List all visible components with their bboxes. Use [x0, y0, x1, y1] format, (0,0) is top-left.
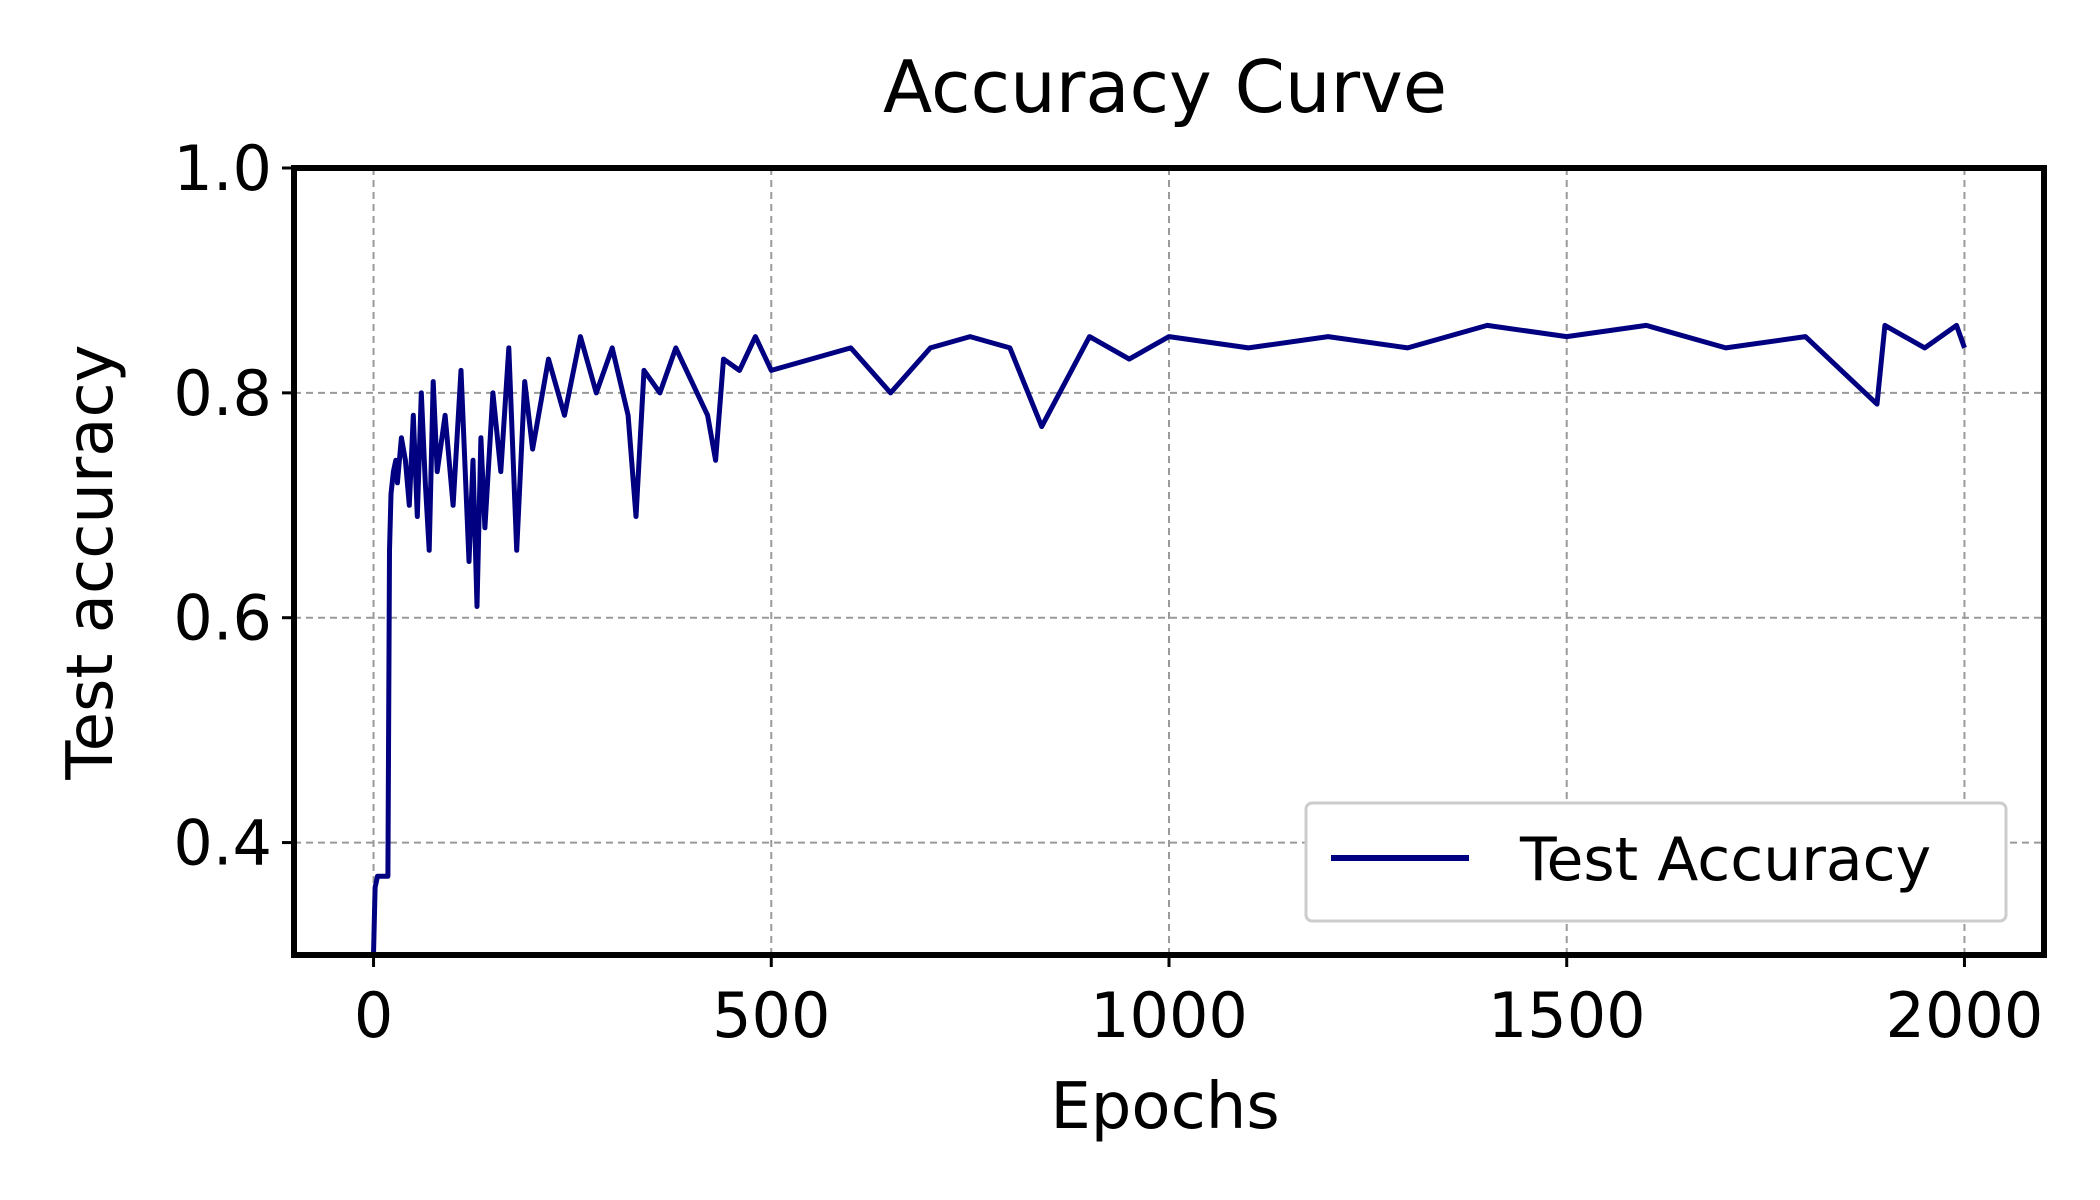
series-line: [371, 322, 1967, 956]
x-tick-label: 500: [712, 979, 830, 1052]
line-layer: [371, 322, 1967, 956]
y-tick-label: 0.8: [173, 357, 272, 430]
x-tick-label: 0: [354, 979, 393, 1052]
tick-layer: 0 500 1000 1500 2000 0.4 0.6 0.8 1.0: [173, 132, 2043, 1052]
y-tick-label: 1.0: [173, 132, 272, 205]
y-axis-label: Test accuracy: [54, 344, 128, 780]
legend-box: [1304, 801, 2008, 923]
y-tick-label: 0.6: [173, 582, 272, 655]
y-tick-label: 0.4: [173, 807, 272, 880]
x-axis-label: Epochs: [1050, 1070, 1279, 1144]
legend: Test Accuracy: [1304, 801, 2008, 923]
x-tick-label: 1500: [1488, 979, 1646, 1052]
chart-title: Accuracy Curve: [883, 45, 1447, 129]
x-tick-label: 2000: [1886, 979, 2044, 1052]
legend-label: Test Accuracy: [1519, 825, 1931, 895]
x-tick-label: 1000: [1090, 979, 1248, 1052]
